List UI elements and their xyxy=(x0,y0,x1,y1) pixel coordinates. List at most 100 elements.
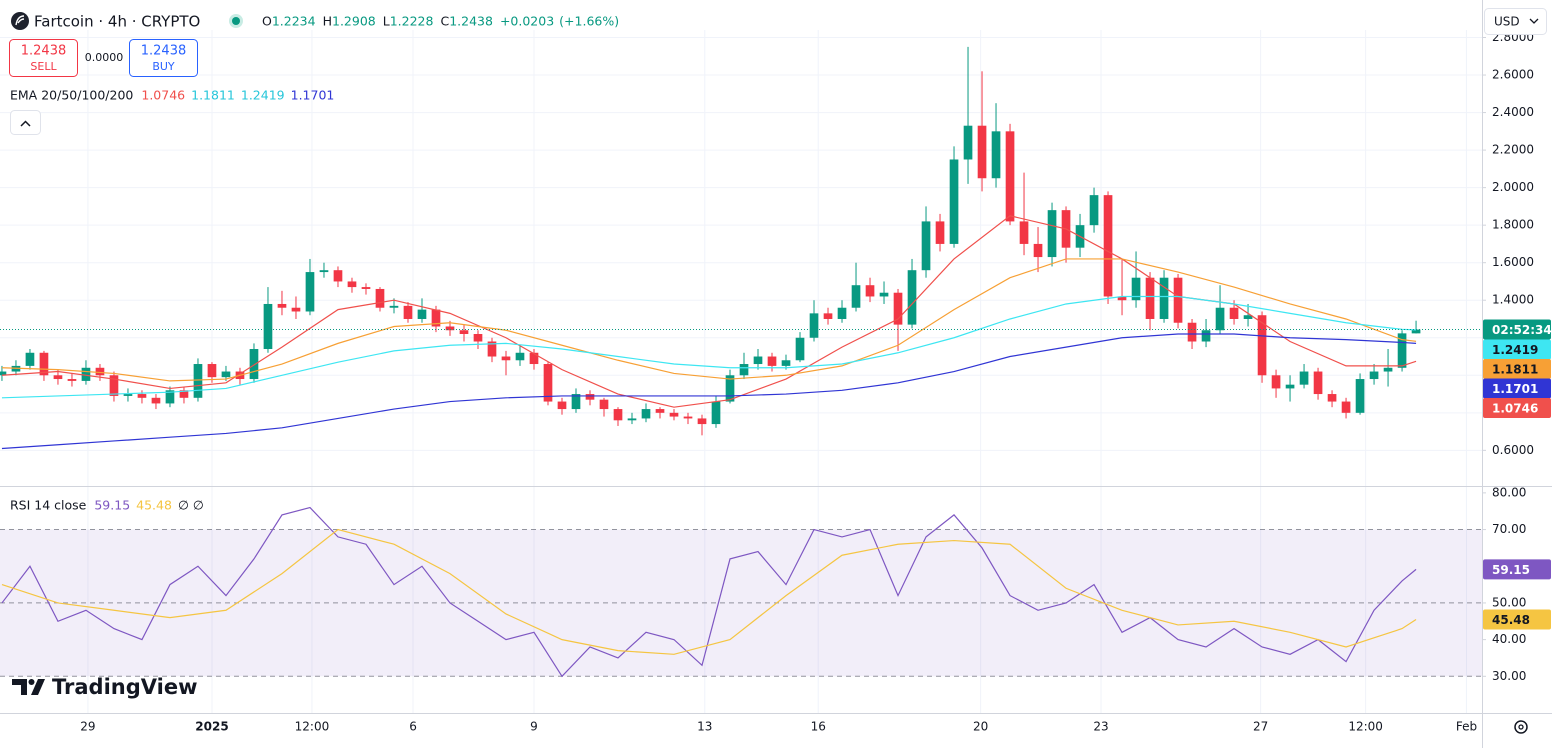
candle-body xyxy=(445,326,455,331)
candle-body xyxy=(1103,195,1113,297)
ema-value: 1.2419 xyxy=(241,88,285,103)
x-tick-label: 12:00 xyxy=(1348,720,1383,734)
candle-body xyxy=(767,356,777,366)
candle-body xyxy=(655,409,665,413)
candle-body xyxy=(1397,333,1407,368)
candle-body xyxy=(123,394,133,396)
candle-body xyxy=(725,375,735,402)
candle-body xyxy=(1355,379,1365,413)
y-tick-label: 50.00 xyxy=(1492,595,1526,609)
x-tick-label: 27 xyxy=(1253,720,1268,734)
y-tick-label: 1.6000 xyxy=(1492,255,1534,269)
candle-body xyxy=(249,349,259,380)
ohlc-value: 1.2234 xyxy=(272,14,316,29)
symbol-logo-mark xyxy=(15,15,25,26)
candle-body xyxy=(1145,277,1155,319)
candle-body xyxy=(571,394,581,410)
candle-body xyxy=(333,270,343,282)
candle-body xyxy=(613,409,623,421)
candle-body xyxy=(1313,371,1323,395)
axes: 29202512:0069131620232712:00Feb0.60000.8… xyxy=(80,30,1551,733)
candle-body xyxy=(893,292,903,325)
candle-body xyxy=(361,287,371,289)
candle-body xyxy=(907,270,917,325)
ema-value: 1.1701 xyxy=(291,88,335,103)
y-tick-label: 2.2000 xyxy=(1492,143,1534,157)
rsi-value-badge: 59.15 xyxy=(1492,563,1530,577)
currency-caret xyxy=(1529,18,1539,24)
ohlc-value: 1.2438 xyxy=(449,14,493,29)
brand-logo-slash xyxy=(31,679,45,695)
candle-body xyxy=(403,305,413,319)
rsi-line xyxy=(1,528,1417,655)
ema-line xyxy=(1,333,1417,450)
ohlc-letter: O xyxy=(262,14,272,29)
x-tick-label: 12:00 xyxy=(295,720,330,734)
y-tick-label: 1.4000 xyxy=(1492,293,1534,307)
candle-body xyxy=(53,375,63,380)
candle-body xyxy=(1033,243,1043,258)
ema-value-badge: 1.0746 xyxy=(1492,402,1538,416)
candle-body xyxy=(277,303,287,308)
buy-button[interactable] xyxy=(129,39,198,77)
candle-body xyxy=(375,288,385,308)
y-tick-label: 0.6000 xyxy=(1492,443,1534,457)
spread: 0.0000 xyxy=(85,51,124,64)
brand-name: TradingView xyxy=(52,675,197,699)
candle-body xyxy=(1047,210,1057,258)
x-tick-label: 9 xyxy=(530,720,538,734)
candle-body xyxy=(1229,307,1239,319)
candle-body xyxy=(1257,315,1267,376)
settings-button[interactable] xyxy=(1514,720,1528,734)
brand: TradingView xyxy=(12,675,197,699)
x-tick-label: 23 xyxy=(1093,720,1108,734)
candle-body xyxy=(529,352,539,365)
rsi-extra: ∅ ∅ xyxy=(178,498,204,513)
candle-body xyxy=(711,401,721,425)
candle-body xyxy=(669,412,679,417)
buy-price: 1.2438 xyxy=(141,44,187,59)
symbol-title[interactable]: Fartcoin · 4h · CRYPTO xyxy=(34,13,200,31)
candle-body xyxy=(25,352,35,366)
candle-body xyxy=(515,352,525,361)
y-tick-label: 40.00 xyxy=(1492,632,1526,646)
y-tick-label: 2.4000 xyxy=(1492,105,1534,119)
ema-value: 1.0746 xyxy=(141,88,185,103)
candle-body xyxy=(221,371,231,378)
change: +0.0203 xyxy=(500,14,554,29)
rsi-value: 45.48 xyxy=(136,498,172,513)
rsi-label: RSI 14 close xyxy=(10,498,87,513)
brand-logo-dot xyxy=(28,679,35,685)
market-status[interactable] xyxy=(232,17,240,25)
rsi-value: 59.15 xyxy=(94,498,130,513)
candle-body xyxy=(207,364,217,378)
grid xyxy=(0,30,1482,713)
ema-value-badge: 1.1701 xyxy=(1492,382,1538,396)
candle-body xyxy=(697,418,707,425)
candle-body xyxy=(1019,221,1029,244)
candle-body xyxy=(179,390,189,398)
candle-body xyxy=(501,356,511,361)
candle-body xyxy=(487,341,497,357)
candle-body xyxy=(389,305,399,308)
ema-line xyxy=(1,295,1417,399)
ema-value: 1.1811 xyxy=(191,88,235,103)
rsi-value-badge-bg xyxy=(1483,559,1551,580)
candle-body xyxy=(109,375,119,396)
sell-button[interactable] xyxy=(9,39,78,77)
candle-body xyxy=(977,125,987,179)
y-tick-label: 2.6000 xyxy=(1492,68,1534,82)
candle-body xyxy=(431,309,441,327)
candle-body xyxy=(417,309,427,319)
x-tick-label: 6 xyxy=(409,720,417,734)
y-tick-label: 1.8000 xyxy=(1492,218,1534,232)
candle-body xyxy=(95,367,105,376)
candle-body xyxy=(963,125,973,160)
candle-body xyxy=(291,307,301,312)
candle-body xyxy=(1341,401,1351,413)
candle-body xyxy=(641,409,651,419)
candle-body xyxy=(1131,277,1141,301)
currency-button[interactable] xyxy=(1484,8,1547,35)
candle-body xyxy=(1411,329,1421,334)
